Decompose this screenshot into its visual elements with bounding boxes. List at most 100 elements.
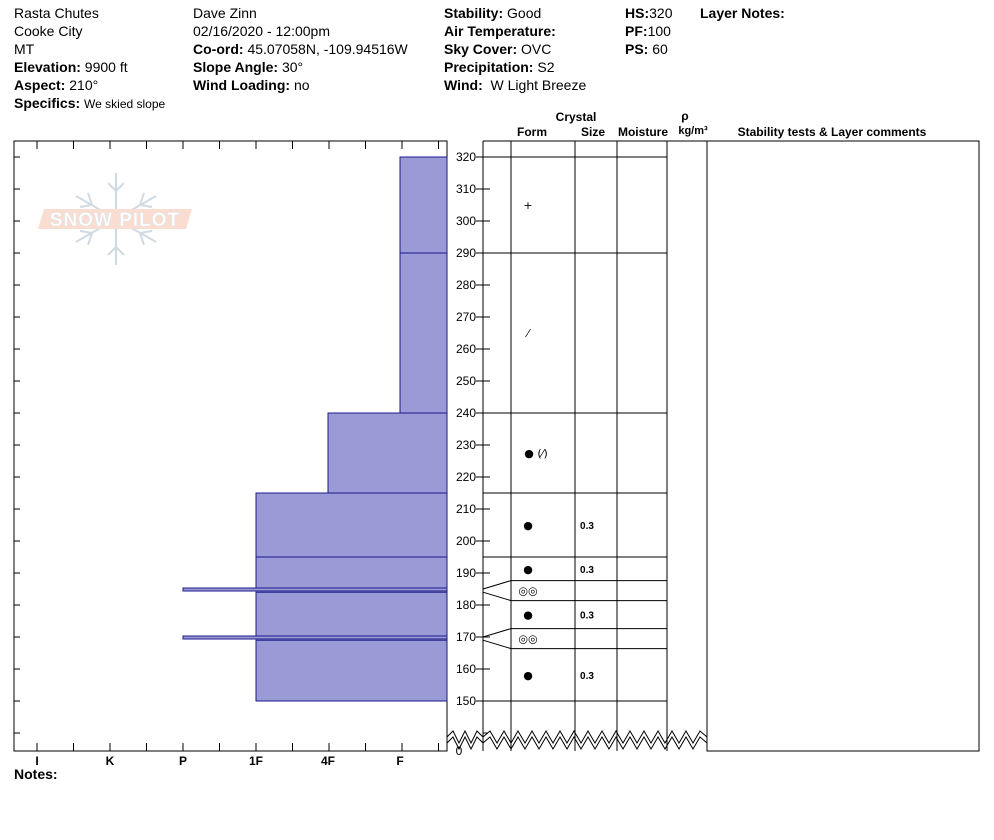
depth-tick-label: 210 [456,502,476,516]
ps-row: PS: 60 [625,40,668,58]
left-axis-ticks [14,156,20,734]
hardness-bar [255,639,448,702]
depth-tick-label: 180 [456,598,476,612]
depth-zero-label: 0 [456,744,463,758]
depth-tick-label: 250 [456,374,476,388]
depth-tick-label: 190 [456,566,476,580]
wind-loading-label: Wind Loading: [193,77,291,93]
snowpilot-logo: SNOW PILOT [38,173,192,265]
specifics-row: Specifics: We skied slope [14,94,165,113]
header-form: Form [517,125,547,139]
specifics-value: We skied slope [84,97,166,111]
row-connector [482,639,512,650]
coord-row: Co-ord: 45.07058N, -109.94516W [193,40,408,58]
hardness-axis-label: K [106,754,115,768]
depth-tick-label: 170 [456,630,476,644]
precip-value: S2 [537,59,555,75]
header-stability-tests: Stability tests & Layer comments [738,125,927,139]
hardness-axis-label: I [35,754,38,768]
depth-tick-label: 280 [456,278,476,292]
crystal-form-symbol: ● [523,669,533,682]
state-name: MT [14,41,35,57]
crystal-table: Crystal Form Size Moisture ρ kg/m³ Stability t… [482,109,927,751]
elevation-row: Elevation: 9900 ft [14,58,128,76]
hardness-axis-labels: I K P 1F 4F F [35,754,403,768]
logo-banner [38,209,192,229]
hardness-axis-label: 1F [249,754,263,768]
wind-row: Wind: W Light Breeze [444,76,586,94]
row-connector [482,580,512,590]
depth-tick-label: 310 [456,182,476,196]
crystal-form-symbol: ◎◎ [518,633,537,646]
pf-value: 100 [647,23,671,39]
layer-notes-label-text: Layer Notes: [700,5,785,21]
crystal-size-value: 0.3 [580,611,594,622]
ps-label: PS: [625,41,649,57]
crystal-size-value: 0.3 [580,671,594,682]
hardness-bar [399,252,448,414]
hardness-bar [399,156,448,254]
stability-label: Stability: [444,5,504,21]
region-name: Cooke City [14,23,83,39]
depth-tick-label: 160 [456,662,476,676]
depth-tick-label: 150 [456,694,476,708]
hardness-bar [255,591,448,638]
air-temp-row: Air Temperature: [444,22,556,40]
hardness-axis-label: 4F [321,754,335,768]
crystal-size-value: 0.3 [580,565,594,576]
air-temp-label: Air Temperature: [444,23,556,39]
pf-label: PF: [625,23,648,39]
layer-notes-label: Layer Notes: [700,4,785,22]
sky-value: OVC [521,41,552,57]
hardness-bar [255,492,448,558]
hardness-axis-label: F [396,754,403,768]
depth-axis: 150 160 170 180 190 200 210 220 230 240 250 260 270 2… [456,150,490,758]
wind-loading-value: no [293,77,310,93]
slope-label: Slope Angle: [193,59,279,75]
location-name: Rasta Chutes [14,5,99,21]
depth-tick-label: 220 [456,470,476,484]
precip-label: Precipitation: [444,59,534,75]
depth-tick-label: 240 [456,406,476,420]
sky-label: Sky Cover: [444,41,518,57]
hardness-bar [182,635,448,640]
slope-row: Slope Angle: 30° [193,58,303,76]
crystal-form-symbol: ⁄ [524,327,531,340]
crystal-form-symbol: ● [523,519,533,532]
coord-value: 45.07058N, -109.94516W [247,41,408,57]
hs-value: 320 [649,5,673,21]
hardness-bar [182,587,448,592]
hardness-axis-label: P [179,754,187,768]
stability-value: Good [507,5,542,21]
hardness-bar [255,556,448,590]
crystal-form-symbol: ● [523,563,533,576]
crystal-size-value: 0.3 [580,521,594,532]
wind-label: Wind: [444,77,483,93]
observer-name: Dave Zinn [193,5,257,21]
ps-value: 60 [652,41,668,57]
row-connector [482,628,512,638]
elevation-value: 9900 ft [84,59,128,75]
header-density: kg/m³ [678,125,708,137]
aspect-label: Aspect: [14,77,66,93]
crystal-form-symbol: + [523,199,532,212]
logo-text: SNOW PILOT [50,210,180,231]
hardness-bar [327,412,448,494]
observation-datetime: 02/16/2020 - 12:00pm [193,23,330,39]
header-crystal: Crystal [556,110,597,124]
axis-break-marks [446,729,708,751]
crystal-form-symbol: ● [523,609,533,622]
hs-row: HS:320 [625,4,672,22]
depth-tick-label: 200 [456,534,476,548]
notes-label: Notes: [14,766,58,782]
aspect-value: 210° [69,77,99,93]
crystal-form-symbol: ● (⁄) [524,447,548,460]
coord-label: Co-ord: [193,41,244,57]
aspect-row: Aspect: 210° [14,76,98,94]
pf-row: PF:100 [625,22,671,40]
specifics-label: Specifics: [14,95,81,111]
depth-tick-label: 260 [456,342,476,356]
header-moisture: Moisture [618,125,668,139]
depth-tick-label: 270 [456,310,476,324]
elevation-label: Elevation: [14,59,81,75]
